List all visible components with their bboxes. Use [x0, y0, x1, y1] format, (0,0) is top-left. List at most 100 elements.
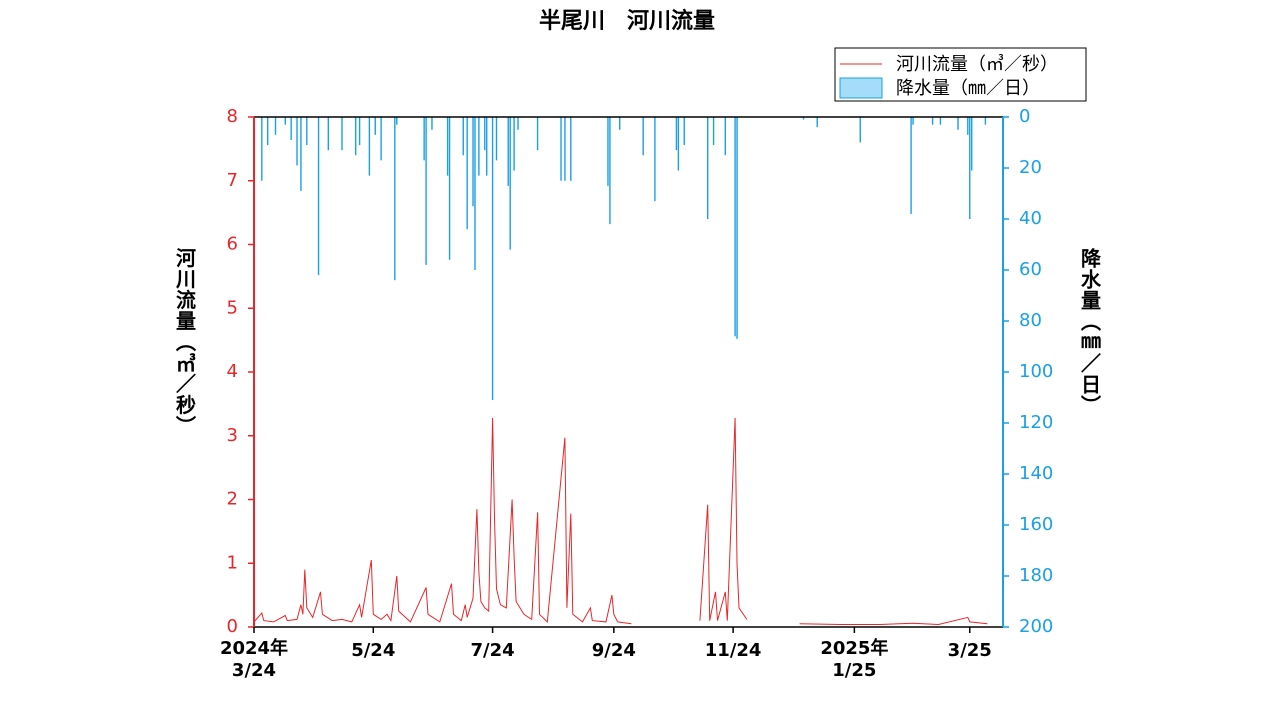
- rain-bar: [969, 117, 971, 219]
- rain-bar: [509, 117, 511, 250]
- rain-bar: [354, 117, 357, 156]
- rain-bar: [491, 117, 494, 401]
- x-tick-label: 2024年 3/24: [220, 637, 288, 681]
- rain-bar: [341, 117, 343, 151]
- rain-bar: [609, 117, 611, 225]
- rain-bar: [910, 117, 912, 214]
- rain-bar: [734, 117, 736, 337]
- y-tick-label: 5: [227, 297, 238, 318]
- rain-bar: [675, 117, 678, 151]
- y2-tick-label: 40: [1019, 208, 1042, 229]
- y2-tick-label: 180: [1019, 565, 1053, 586]
- y-axis-title: 河川流量（㎥／秒）: [173, 247, 197, 436]
- rain-bar: [446, 117, 449, 176]
- rain-bar: [859, 117, 861, 143]
- rain-bar: [374, 117, 376, 135]
- rain-bar: [495, 117, 498, 161]
- rain-bar: [300, 117, 302, 191]
- y2-tick-label: 160: [1019, 514, 1053, 535]
- rain-bar: [513, 117, 515, 171]
- y2-tick-label: 60: [1019, 259, 1042, 280]
- rain-bar: [931, 117, 934, 125]
- y2-tick-label: 200: [1019, 616, 1053, 637]
- legend-label: 河川流量（㎥／秒）: [896, 54, 1058, 75]
- legend-label: 降水量（㎜／日）: [896, 78, 1040, 99]
- rain-bar: [816, 117, 818, 128]
- rain-bar: [478, 117, 480, 176]
- y2-axis-title: 降水量（㎜／日）: [1078, 247, 1102, 416]
- rain-bar: [474, 117, 476, 270]
- y2-tick-label: 120: [1019, 412, 1053, 433]
- x-tick-label: 7/24: [471, 640, 515, 661]
- rain-bar: [266, 117, 269, 146]
- legend-swatch: [839, 77, 883, 99]
- y-tick-label: 1: [227, 552, 238, 573]
- rain-bar: [564, 117, 566, 181]
- rain-bar: [802, 117, 805, 120]
- y-tick-label: 0: [227, 616, 238, 637]
- chart-title: 半尾川 河川流量: [539, 8, 715, 34]
- rain-bar: [724, 117, 727, 156]
- rain-bar: [486, 117, 488, 176]
- rain-bar: [967, 117, 969, 135]
- y-tick-label: 6: [227, 234, 238, 255]
- y-tick-label: 3: [227, 425, 238, 446]
- rain-bar: [472, 117, 474, 207]
- rain-bar: [431, 117, 433, 130]
- rain-bar: [296, 117, 298, 166]
- x-tick-label: 3/25: [948, 640, 992, 661]
- rain-bar: [466, 117, 468, 230]
- y2-tick-label: 80: [1019, 310, 1042, 331]
- rain-bar: [677, 117, 680, 171]
- rain-bar: [957, 117, 959, 130]
- rain-bar: [274, 117, 277, 135]
- rain-bar: [484, 117, 486, 151]
- rain-bar: [712, 117, 715, 146]
- rain-bar: [736, 117, 738, 339]
- rain-bar: [327, 117, 330, 151]
- rain-bar: [317, 117, 320, 276]
- y2-tick-label: 140: [1019, 463, 1053, 484]
- y-tick-label: 4: [227, 361, 238, 382]
- rain-bar: [517, 117, 519, 130]
- rain-bar: [984, 117, 987, 125]
- rain-bar: [396, 117, 398, 125]
- rain-bar: [654, 117, 656, 202]
- rain-bar: [394, 117, 396, 281]
- rain-bar: [683, 117, 685, 146]
- rain-bar: [358, 117, 361, 146]
- x-tick-label: 5/24: [351, 640, 395, 661]
- rain-bar: [448, 117, 451, 260]
- rain-bar: [642, 117, 644, 156]
- rain-bar: [607, 117, 609, 186]
- x-tick-label: 11/24: [705, 640, 762, 661]
- y-tick-label: 7: [227, 170, 238, 191]
- rain-bar: [570, 117, 572, 181]
- rain-bar: [380, 117, 382, 161]
- rain-bar: [290, 117, 292, 140]
- y-tick-label: 8: [227, 106, 238, 127]
- rain-bar: [560, 117, 562, 181]
- rain-bar: [423, 117, 425, 161]
- rain-bar: [261, 117, 263, 181]
- rain-bar: [971, 117, 973, 171]
- rain-bar: [707, 117, 709, 219]
- rain-bar: [507, 117, 509, 186]
- y2-tick-label: 100: [1019, 361, 1053, 382]
- rain-bar: [306, 117, 308, 146]
- rain-bar: [618, 117, 621, 130]
- x-tick-label: 2025年 1/25: [820, 637, 888, 681]
- rain-bar: [462, 117, 464, 156]
- rain-bar: [912, 117, 914, 125]
- rain-bar: [368, 117, 371, 176]
- flow-line: [253, 417, 988, 626]
- x-tick-label: 9/24: [592, 640, 636, 661]
- rain-bar: [536, 117, 539, 151]
- y2-tick-label: 0: [1019, 106, 1030, 127]
- rain-bar: [939, 117, 942, 125]
- rain-bar: [284, 117, 286, 125]
- y-tick-label: 2: [227, 489, 238, 510]
- rain-bar: [425, 117, 427, 265]
- y2-tick-label: 20: [1019, 157, 1042, 178]
